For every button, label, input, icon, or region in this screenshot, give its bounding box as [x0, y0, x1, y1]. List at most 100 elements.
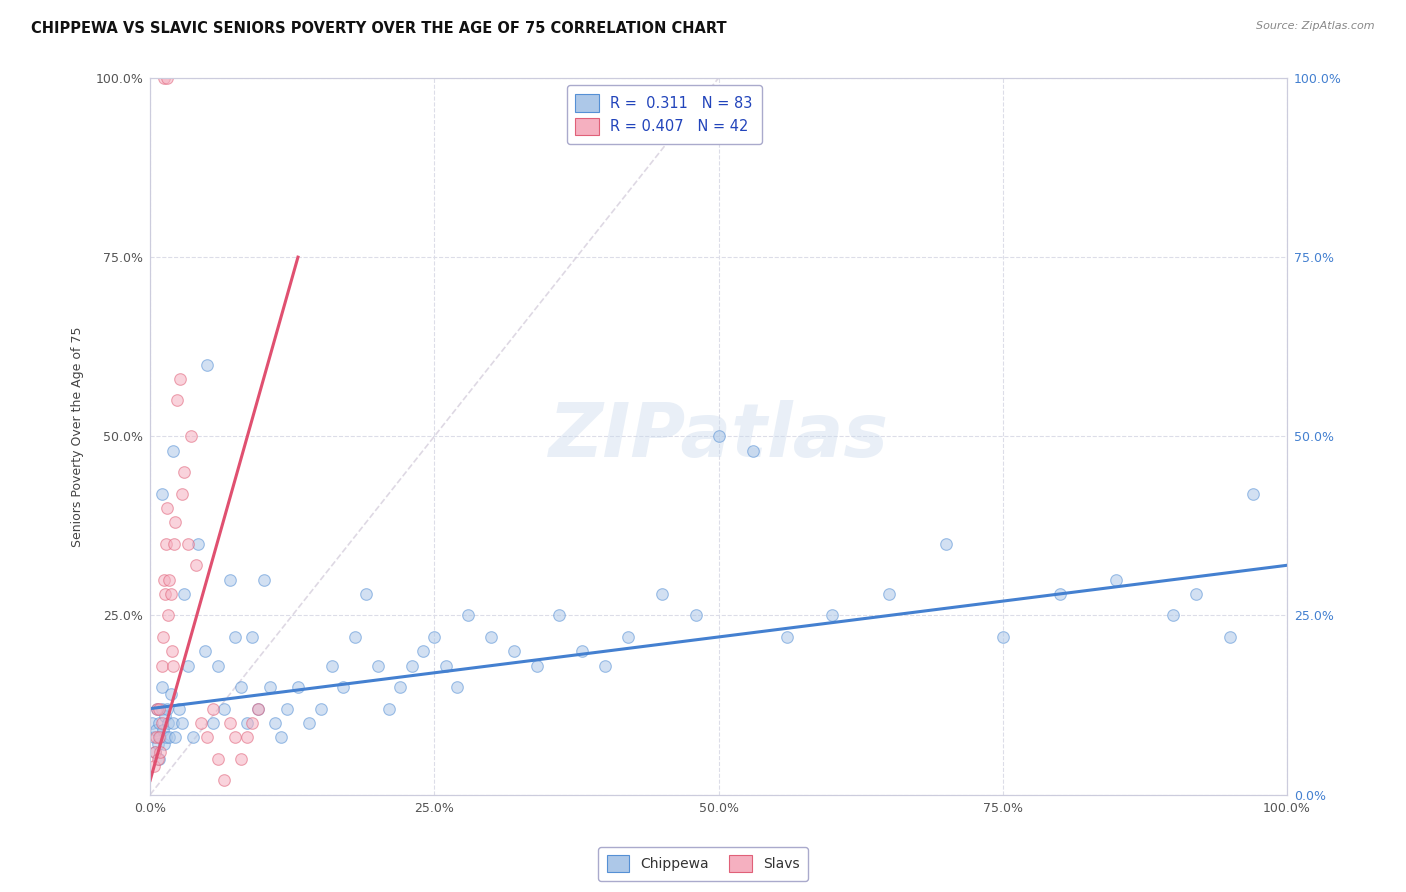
- Point: [146, 752, 169, 766]
- Point: [776, 630, 799, 644]
- Point: [332, 680, 354, 694]
- Point: [367, 658, 389, 673]
- Point: [224, 630, 246, 644]
- Point: [309, 701, 332, 715]
- Point: [212, 773, 235, 788]
- Point: [160, 644, 183, 658]
- Point: [146, 701, 169, 715]
- Point: [157, 608, 180, 623]
- Point: [155, 537, 177, 551]
- Point: [190, 715, 212, 730]
- Point: [152, 723, 174, 738]
- Point: [145, 731, 167, 745]
- Point: [150, 486, 173, 500]
- Text: CHIPPEWA VS SLAVIC SENIORS POVERTY OVER THE AGE OF 75 CORRELATION CHART: CHIPPEWA VS SLAVIC SENIORS POVERTY OVER …: [31, 21, 727, 37]
- Point: [150, 658, 173, 673]
- Point: [148, 715, 170, 730]
- Point: [242, 715, 264, 730]
- Point: [548, 608, 571, 623]
- Point: [224, 731, 246, 745]
- Point: [434, 658, 457, 673]
- Point: [148, 752, 170, 766]
- Point: [149, 731, 172, 745]
- Point: [153, 708, 176, 723]
- Point: [145, 723, 167, 738]
- Point: [270, 731, 292, 745]
- Point: [259, 680, 281, 694]
- Y-axis label: Seniors Poverty Over the Age of 75: Seniors Poverty Over the Age of 75: [72, 326, 84, 547]
- Point: [707, 429, 730, 443]
- Point: [176, 537, 198, 551]
- Point: [180, 429, 202, 443]
- Point: [457, 608, 479, 623]
- Point: [159, 687, 181, 701]
- Point: [187, 537, 209, 551]
- Point: [571, 644, 593, 658]
- Point: [616, 630, 638, 644]
- Point: [142, 759, 165, 773]
- Point: [159, 587, 181, 601]
- Point: [155, 731, 177, 745]
- Point: [247, 701, 270, 715]
- Point: [1161, 608, 1184, 623]
- Point: [287, 680, 309, 694]
- Point: [242, 630, 264, 644]
- Point: [503, 644, 526, 658]
- Point: [253, 573, 276, 587]
- Point: [218, 573, 240, 587]
- Point: [212, 701, 235, 715]
- Point: [159, 573, 181, 587]
- Point: [236, 715, 259, 730]
- Point: [148, 701, 170, 715]
- Point: [162, 658, 184, 673]
- Point: [156, 500, 179, 515]
- Point: [195, 358, 218, 372]
- Point: [146, 701, 169, 715]
- Point: [479, 630, 502, 644]
- Point: [163, 537, 186, 551]
- Point: [207, 658, 229, 673]
- Point: [446, 680, 468, 694]
- Text: ZIPatlas: ZIPatlas: [548, 400, 889, 473]
- Point: [143, 745, 166, 759]
- Point: [165, 731, 187, 745]
- Point: [247, 701, 270, 715]
- Point: [991, 630, 1014, 644]
- Legend: R =  0.311   N = 83, R = 0.407   N = 42: R = 0.311 N = 83, R = 0.407 N = 42: [567, 86, 762, 145]
- Point: [821, 608, 844, 623]
- Point: [389, 680, 412, 694]
- Point: [184, 558, 207, 573]
- Point: [153, 587, 176, 601]
- Point: [207, 752, 229, 766]
- Point: [153, 738, 176, 752]
- Point: [195, 731, 218, 745]
- Point: [741, 443, 763, 458]
- Point: [298, 715, 321, 730]
- Point: [170, 486, 193, 500]
- Point: [378, 701, 401, 715]
- Point: [150, 680, 173, 694]
- Point: [150, 715, 173, 730]
- Point: [156, 701, 179, 715]
- Point: [162, 443, 184, 458]
- Point: [593, 658, 616, 673]
- Point: [173, 587, 195, 601]
- Point: [935, 537, 957, 551]
- Point: [142, 731, 165, 745]
- Point: [159, 731, 181, 745]
- Point: [143, 745, 166, 759]
- Point: [877, 587, 900, 601]
- Point: [423, 630, 446, 644]
- Point: [167, 701, 190, 715]
- Point: [173, 465, 195, 479]
- Text: Source: ZipAtlas.com: Source: ZipAtlas.com: [1257, 21, 1375, 31]
- Point: [149, 745, 172, 759]
- Point: [218, 715, 240, 730]
- Point: [201, 701, 224, 715]
- Point: [651, 587, 673, 601]
- Point: [321, 658, 343, 673]
- Point: [157, 715, 180, 730]
- Point: [148, 731, 170, 745]
- Point: [146, 738, 169, 752]
- Point: [229, 680, 252, 694]
